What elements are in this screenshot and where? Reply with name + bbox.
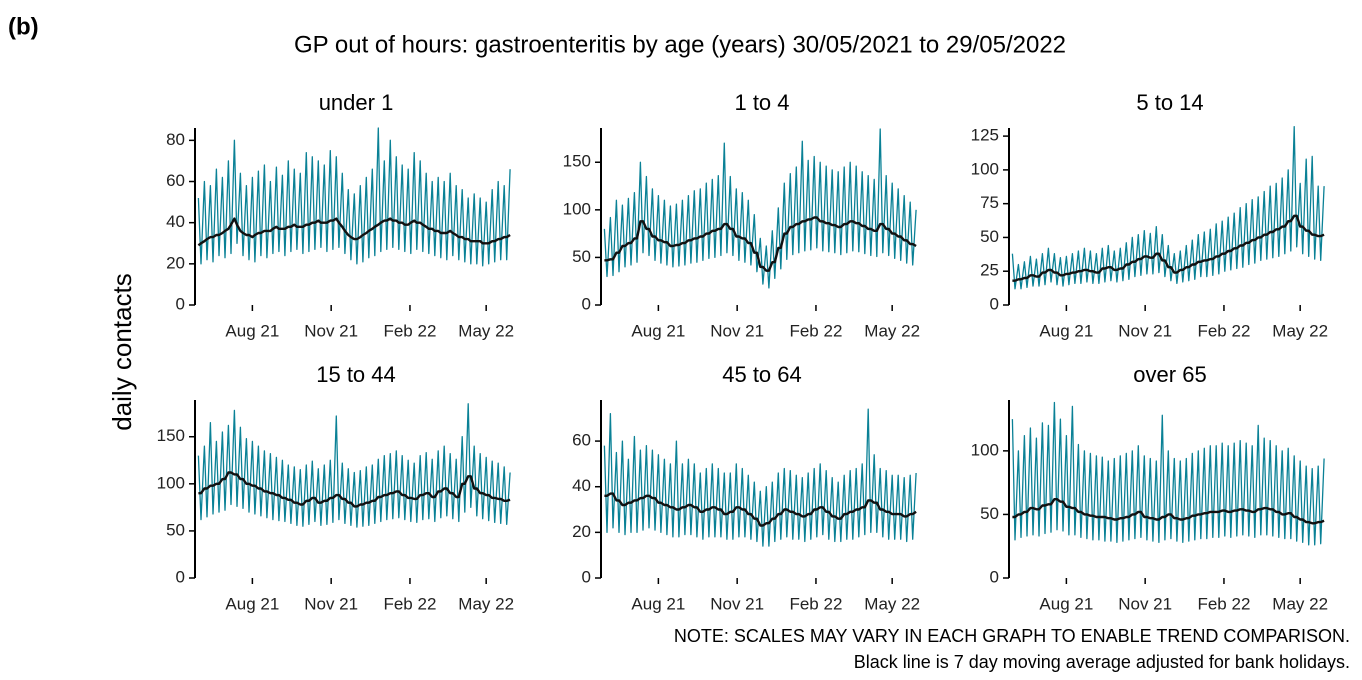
y-tick-label: 20 [572,522,591,541]
y-tick-label: 60 [166,171,185,190]
x-tick-label: May 22 [1272,594,1328,613]
series-line [197,127,511,267]
y-tick-label: 125 [971,126,999,145]
y-tick-label: 100 [563,199,591,218]
x-tick-label: Nov 21 [1118,594,1172,613]
series-line [197,403,511,528]
x-tick-label: May 22 [864,321,920,340]
y-tick-label: 0 [176,567,185,586]
y-tick-label: 80 [166,130,185,149]
series-line [197,217,511,247]
y-tick-label: 25 [980,261,999,280]
x-tick-label: Aug 21 [225,321,279,340]
series-line [1011,125,1325,290]
y-tick-label: 50 [980,504,999,523]
facet-title: 45 to 64 [722,362,802,387]
series-line [603,408,917,547]
series-line [604,216,917,272]
x-tick-label: Aug 21 [1039,594,1093,613]
x-tick-label: Nov 21 [304,594,358,613]
note: Black line is 7 day moving average adjus… [854,652,1350,672]
y-tick-label: 60 [572,431,591,450]
x-tick-label: May 22 [864,594,920,613]
y-tick-label: 150 [563,152,591,171]
y-tick-label: 100 [157,473,185,492]
x-tick-label: Aug 21 [1039,321,1093,340]
facet-title: under 1 [319,90,394,115]
y-tick-label: 20 [166,253,185,272]
x-tick-label: Aug 21 [225,594,279,613]
note: NOTE: SCALES MAY VARY IN EACH GRAPH TO E… [674,626,1350,646]
series-line [1012,214,1325,282]
y-axis-label: daily contacts [107,273,137,431]
series-line [1011,401,1325,546]
facet-title: over 65 [1133,362,1206,387]
y-tick-label: 50 [166,520,185,539]
y-tick-label: 40 [166,212,185,231]
y-tick-label: 75 [980,193,999,212]
x-tick-label: Nov 21 [1118,321,1172,340]
x-tick-label: Nov 21 [304,321,358,340]
x-tick-label: Feb 22 [1197,594,1250,613]
y-tick-label: 50 [980,227,999,246]
x-tick-label: Aug 21 [631,321,685,340]
x-tick-label: Nov 21 [710,321,764,340]
series-line [198,471,511,508]
y-tick-label: 50 [572,247,591,266]
x-tick-label: Feb 22 [383,321,436,340]
x-tick-label: May 22 [1272,321,1328,340]
panel-label: (b) [8,13,39,40]
facet-title: 1 to 4 [734,90,789,115]
y-tick-label: 100 [971,159,999,178]
series-line [1012,498,1325,525]
x-tick-label: Feb 22 [789,321,842,340]
y-tick-label: 100 [971,440,999,459]
x-tick-label: Aug 21 [631,594,685,613]
x-tick-label: Nov 21 [710,594,764,613]
y-tick-label: 0 [176,294,185,313]
series-line [604,492,917,527]
y-tick-label: 0 [990,567,999,586]
y-tick-label: 0 [582,294,591,313]
x-tick-label: Feb 22 [1197,321,1250,340]
y-tick-label: 40 [572,476,591,495]
y-tick-label: 150 [157,426,185,445]
x-tick-label: Feb 22 [789,594,842,613]
y-tick-label: 0 [582,567,591,586]
facet-title: 5 to 14 [1136,90,1203,115]
chart-title: GP out of hours: gastroenteritis by age … [294,31,1066,58]
x-tick-label: May 22 [458,321,514,340]
facet-title: 15 to 44 [316,362,396,387]
x-tick-label: Feb 22 [383,594,436,613]
x-tick-label: May 22 [458,594,514,613]
y-tick-label: 0 [990,294,999,313]
